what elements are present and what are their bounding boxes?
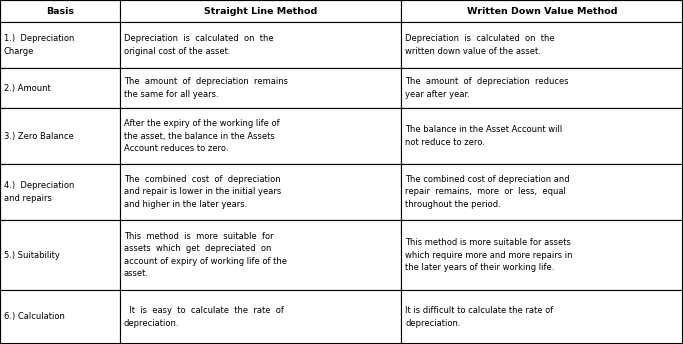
Text: Written Down Value Method: Written Down Value Method — [466, 7, 617, 15]
Text: The  amount  of  depreciation  remains
the same for all years.: The amount of depreciation remains the s… — [124, 77, 288, 99]
Text: The  combined  cost  of  depreciation
and repair is lower in the initial years
a: The combined cost of depreciation and re… — [124, 175, 281, 209]
Text: It  is  easy  to  calculate  the  rate  of
depreciation.: It is easy to calculate the rate of depr… — [124, 306, 284, 328]
Text: Straight Line Method: Straight Line Method — [204, 7, 317, 15]
Bar — [401, 22, 683, 68]
Text: 2.) Amount: 2.) Amount — [4, 84, 51, 93]
Bar — [120, 164, 401, 220]
Text: 3.) Zero Balance: 3.) Zero Balance — [4, 131, 74, 140]
Bar — [120, 290, 401, 344]
Text: After the expiry of the working life of
the asset, the balance in the Assets
Acc: After the expiry of the working life of … — [124, 119, 279, 153]
Text: Depreciation  is  calculated  on  the
written down value of the asset.: Depreciation is calculated on the writte… — [405, 34, 555, 56]
Bar — [401, 220, 683, 290]
Bar — [120, 108, 401, 164]
Text: 5.) Suitability: 5.) Suitability — [4, 250, 60, 259]
Bar — [401, 290, 683, 344]
Text: Depreciation  is  calculated  on  the
original cost of the asset.: Depreciation is calculated on the origin… — [124, 34, 274, 56]
Bar — [401, 108, 683, 164]
Text: 4.)  Depreciation
and repairs: 4.) Depreciation and repairs — [4, 181, 74, 203]
Bar — [0, 22, 120, 68]
Bar — [0, 0, 120, 22]
Text: This  method  is  more  suitable  for
assets  which  get  depreciated  on
accoun: This method is more suitable for assets … — [124, 232, 287, 278]
Bar — [0, 290, 120, 344]
Text: The balance in the Asset Account will
not reduce to zero.: The balance in the Asset Account will no… — [405, 125, 562, 147]
Text: Basis: Basis — [46, 7, 74, 15]
Bar — [401, 0, 683, 22]
Bar — [401, 68, 683, 108]
Bar — [0, 220, 120, 290]
Text: This method is more suitable for assets
which require more and more repairs in
t: This method is more suitable for assets … — [405, 238, 572, 272]
Text: The combined cost of depreciation and
repair  remains,  more  or  less,  equal
t: The combined cost of depreciation and re… — [405, 175, 570, 209]
Bar — [0, 164, 120, 220]
Bar — [120, 0, 401, 22]
Bar — [120, 220, 401, 290]
Bar — [0, 68, 120, 108]
Bar — [401, 164, 683, 220]
Text: The  amount  of  depreciation  reduces
year after year.: The amount of depreciation reduces year … — [405, 77, 569, 99]
Text: 6.) Calculation: 6.) Calculation — [4, 312, 65, 322]
Bar — [120, 22, 401, 68]
Text: 1.)  Depreciation
Charge: 1.) Depreciation Charge — [4, 34, 74, 56]
Text: It is difficult to calculate the rate of
depreciation.: It is difficult to calculate the rate of… — [405, 306, 553, 328]
Bar — [0, 108, 120, 164]
Bar — [120, 68, 401, 108]
